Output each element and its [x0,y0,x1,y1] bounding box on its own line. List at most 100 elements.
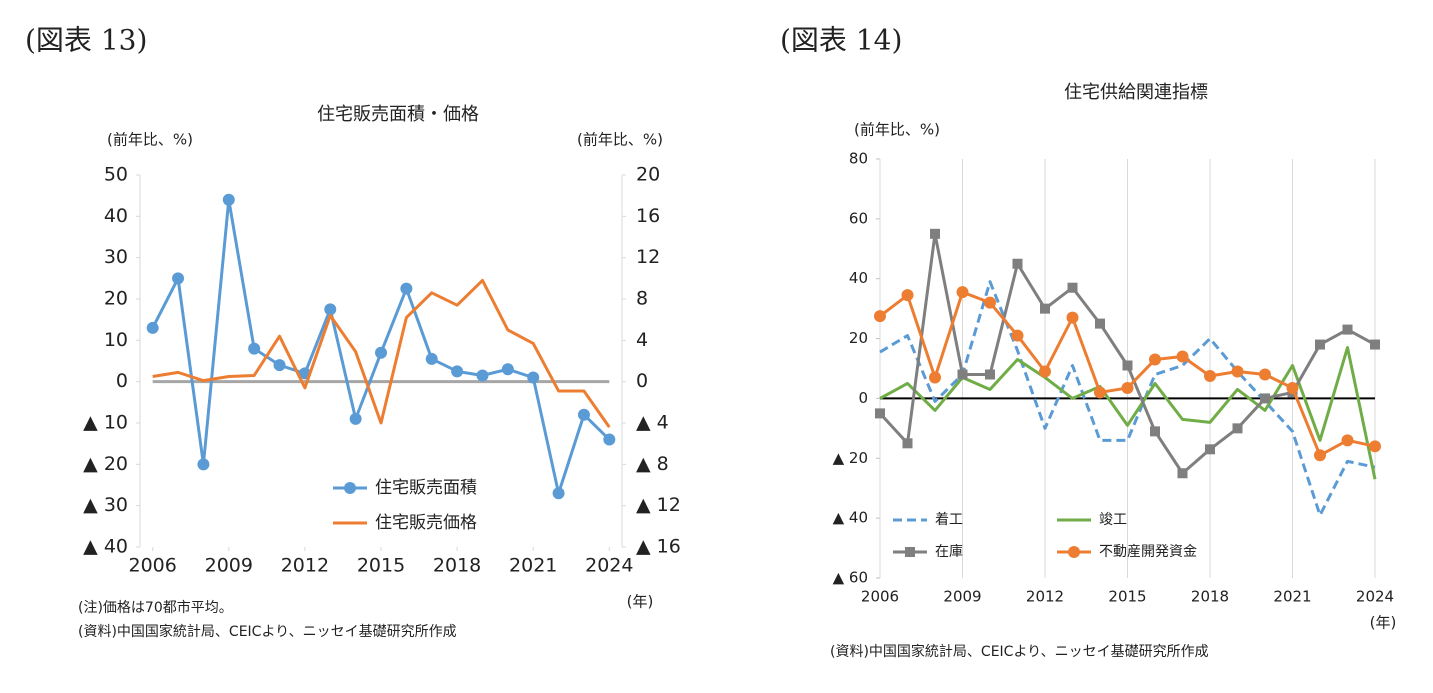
series-line [151,198,611,495]
legend-label: 着工 [935,512,963,528]
y-tick-label: 50 [104,164,128,186]
y2-tick-label: ▲ 4 [636,412,669,434]
y2-tick-label: 16 [636,205,660,227]
y-tick-label: ▲ 20 [83,453,128,475]
y2-tick-label: 4 [636,329,648,351]
data-point [1066,311,1079,324]
data-point [1067,282,1078,293]
figure-label: (図表 14) [780,24,902,57]
x-axis-unit: (年) [1370,614,1397,632]
data-point [957,369,968,380]
data-point [1370,339,1380,350]
data-point [577,408,590,421]
data-point [1259,368,1271,381]
y2-tick-label: 20 [636,164,660,186]
legend-label: 不動産開発資金 [1099,544,1197,560]
x-tick-label: 2012 [281,555,329,577]
data-point [273,359,286,372]
data-point [956,286,969,299]
x-tick-label: 2018 [433,555,481,577]
y2-tick-label: ▲ 8 [636,453,669,475]
data-point [425,352,438,365]
y-tick-label: ▲ 10 [83,412,128,434]
note: (資料)中国国家統計局、CEICより、ニッセイ基礎研究所作成 [830,643,1209,660]
y-axis-label: (前年比、%) [854,121,940,139]
data-point [451,365,464,378]
x-tick-label: 2024 [1356,588,1394,606]
data-point [984,296,996,309]
y-tick-label: 30 [104,246,128,268]
data-point [1260,393,1270,404]
x-tick-label: 2018 [1191,588,1229,606]
x-tick-label: 2021 [1273,588,1311,606]
data-point [1341,434,1354,447]
y2-tick-label: 0 [636,370,648,392]
data-point [527,371,540,384]
y-tick-label: 40 [104,205,128,227]
legend-label: 住宅販売価格 [375,513,477,533]
data-point [874,310,886,323]
x-tick-label: 2021 [509,555,557,577]
legend-marker [344,482,356,494]
data-point [476,369,489,382]
data-point [172,272,185,285]
data-point [902,438,913,449]
data-point [929,371,941,384]
data-point [1231,365,1244,378]
data-point [501,363,514,376]
data-point [1040,303,1050,314]
y2-axis-label: (前年比、%) [577,131,663,149]
data-point [349,412,362,425]
y-tick-label: 10 [104,329,128,351]
legend-label: 在庫 [935,543,963,560]
data-point [1121,381,1134,394]
x-axis-unit: (年) [627,593,654,611]
y-tick-label: 20 [849,329,868,347]
chart-title: 住宅販売面積・価格 [317,104,479,125]
data-point [1342,324,1353,335]
y-tick-label: ▲ 30 [83,494,128,516]
data-point [1286,381,1299,394]
y-tick-label: 80 [849,150,868,168]
x-tick-label: 2009 [205,555,253,577]
data-point [222,193,235,206]
y2-tick-label: ▲ 12 [636,494,681,516]
data-point [1039,365,1051,378]
data-point [1150,426,1160,437]
chart-title: 住宅供給関連指標 [1064,82,1208,103]
data-point [1095,318,1105,329]
data-point [603,433,616,446]
data-point [197,458,210,471]
y-axis-label: (前年比、%) [107,131,193,149]
y2-tick-label: 8 [636,288,648,310]
data-point [901,289,914,302]
y-tick-label: 0 [116,370,128,392]
note: (資料)中国国家統計局、CEICより、ニッセイ基礎研究所作成 [78,623,457,640]
y2-tick-label: 12 [636,246,660,268]
y2-tick-label: ▲ 16 [636,536,681,558]
x-tick-label: 2024 [585,555,633,577]
data-point [146,321,159,334]
legend-label: 住宅販売面積 [375,478,477,498]
data-point [1012,258,1023,269]
data-point [1176,350,1189,363]
legend-marker [905,547,915,557]
x-tick-label: 2006 [129,555,177,577]
y-tick-label: 20 [104,288,128,310]
y-tick-label: ▲ 20 [833,449,868,467]
data-point [248,342,261,355]
data-point [930,228,940,239]
data-point [1315,339,1325,350]
data-point [375,346,387,359]
data-point [1011,329,1024,342]
data-point [1369,440,1381,453]
y-tick-label: ▲ 40 [833,509,868,527]
x-tick-label: 2015 [1108,588,1146,606]
y-tick-label: ▲ 40 [83,536,128,558]
data-point [1122,360,1133,371]
legend-marker [1068,546,1080,558]
data-point [1204,369,1216,382]
legend-label: 竣工 [1099,512,1127,528]
x-tick-label: 2009 [943,588,981,606]
